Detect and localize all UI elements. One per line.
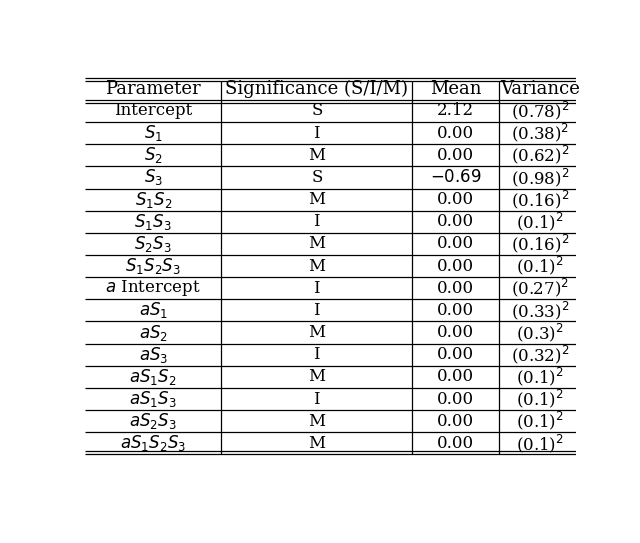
- Text: Variance: Variance: [500, 80, 580, 98]
- Text: (0.16)$^2$: (0.16)$^2$: [511, 188, 569, 211]
- Text: $S_1S_2$: $S_1S_2$: [134, 190, 172, 210]
- Text: $aS_1S_2$: $aS_1S_2$: [129, 367, 177, 387]
- Text: (0.98)$^2$: (0.98)$^2$: [511, 166, 569, 188]
- Text: M: M: [308, 368, 325, 386]
- Text: I: I: [314, 390, 320, 407]
- Text: I: I: [314, 280, 320, 296]
- Text: (0.1)$^2$: (0.1)$^2$: [516, 255, 564, 277]
- Text: $aS_2S_3$: $aS_2S_3$: [129, 411, 177, 431]
- Text: $S_1S_2S_3$: $S_1S_2S_3$: [125, 256, 181, 276]
- Text: Significance (S/I/M): Significance (S/I/M): [225, 80, 408, 98]
- Text: I: I: [314, 302, 320, 319]
- Text: (0.3)$^2$: (0.3)$^2$: [516, 321, 564, 344]
- Text: (0.38)$^2$: (0.38)$^2$: [511, 122, 569, 144]
- Text: $aS_1$: $aS_1$: [139, 300, 168, 320]
- Text: 0.00: 0.00: [437, 280, 474, 296]
- Text: M: M: [308, 147, 325, 164]
- Text: M: M: [308, 236, 325, 252]
- Text: (0.33)$^2$: (0.33)$^2$: [511, 299, 569, 321]
- Text: $S_2$: $S_2$: [144, 146, 163, 165]
- Text: 0.00: 0.00: [437, 413, 474, 430]
- Text: I: I: [314, 346, 320, 363]
- Text: $aS_1S_2S_3$: $aS_1S_2S_3$: [120, 433, 186, 453]
- Text: (0.62)$^2$: (0.62)$^2$: [511, 144, 569, 167]
- Text: I: I: [314, 213, 320, 230]
- Text: (0.1)$^2$: (0.1)$^2$: [516, 410, 564, 432]
- Text: 0.00: 0.00: [437, 147, 474, 164]
- Text: Parameter: Parameter: [106, 80, 201, 98]
- Text: (0.1)$^2$: (0.1)$^2$: [516, 388, 564, 410]
- Text: 0.00: 0.00: [437, 302, 474, 319]
- Text: $S_1$: $S_1$: [144, 123, 163, 143]
- Text: S: S: [311, 103, 323, 119]
- Text: $-0.69$: $-0.69$: [430, 169, 481, 186]
- Text: (0.32)$^2$: (0.32)$^2$: [511, 344, 569, 366]
- Text: 0.00: 0.00: [437, 435, 474, 452]
- Text: M: M: [308, 191, 325, 208]
- Text: S: S: [311, 169, 323, 186]
- Text: M: M: [308, 324, 325, 341]
- Text: $aS_1S_3$: $aS_1S_3$: [129, 389, 177, 409]
- Text: 0.00: 0.00: [437, 191, 474, 208]
- Text: 0.00: 0.00: [437, 213, 474, 230]
- Text: (0.78)$^2$: (0.78)$^2$: [511, 100, 569, 122]
- Text: (0.1)$^2$: (0.1)$^2$: [516, 365, 564, 388]
- Text: $aS_3$: $aS_3$: [138, 345, 168, 365]
- Text: $S_1S_3$: $S_1S_3$: [134, 212, 172, 232]
- Text: 0.00: 0.00: [437, 324, 474, 341]
- Text: $S_3$: $S_3$: [143, 167, 163, 187]
- Text: 0.00: 0.00: [437, 257, 474, 275]
- Text: (0.1)$^2$: (0.1)$^2$: [516, 432, 564, 454]
- Text: Intercept: Intercept: [114, 103, 192, 119]
- Text: M: M: [308, 413, 325, 430]
- Text: M: M: [308, 435, 325, 452]
- Text: $aS_2$: $aS_2$: [139, 323, 168, 343]
- Text: 2.12: 2.12: [437, 103, 474, 119]
- Text: 0.00: 0.00: [437, 124, 474, 142]
- Text: 0.00: 0.00: [437, 368, 474, 386]
- Text: $a$ Intercept: $a$ Intercept: [106, 278, 201, 298]
- Text: Mean: Mean: [430, 80, 481, 98]
- Text: I: I: [314, 124, 320, 142]
- Text: 0.00: 0.00: [437, 346, 474, 363]
- Text: 0.00: 0.00: [437, 390, 474, 407]
- Text: 0.00: 0.00: [437, 236, 474, 252]
- Text: (0.16)$^2$: (0.16)$^2$: [511, 233, 569, 255]
- Text: (0.1)$^2$: (0.1)$^2$: [516, 211, 564, 233]
- Text: (0.27)$^2$: (0.27)$^2$: [511, 277, 569, 299]
- Text: M: M: [308, 257, 325, 275]
- Text: $S_2S_3$: $S_2S_3$: [134, 234, 172, 254]
